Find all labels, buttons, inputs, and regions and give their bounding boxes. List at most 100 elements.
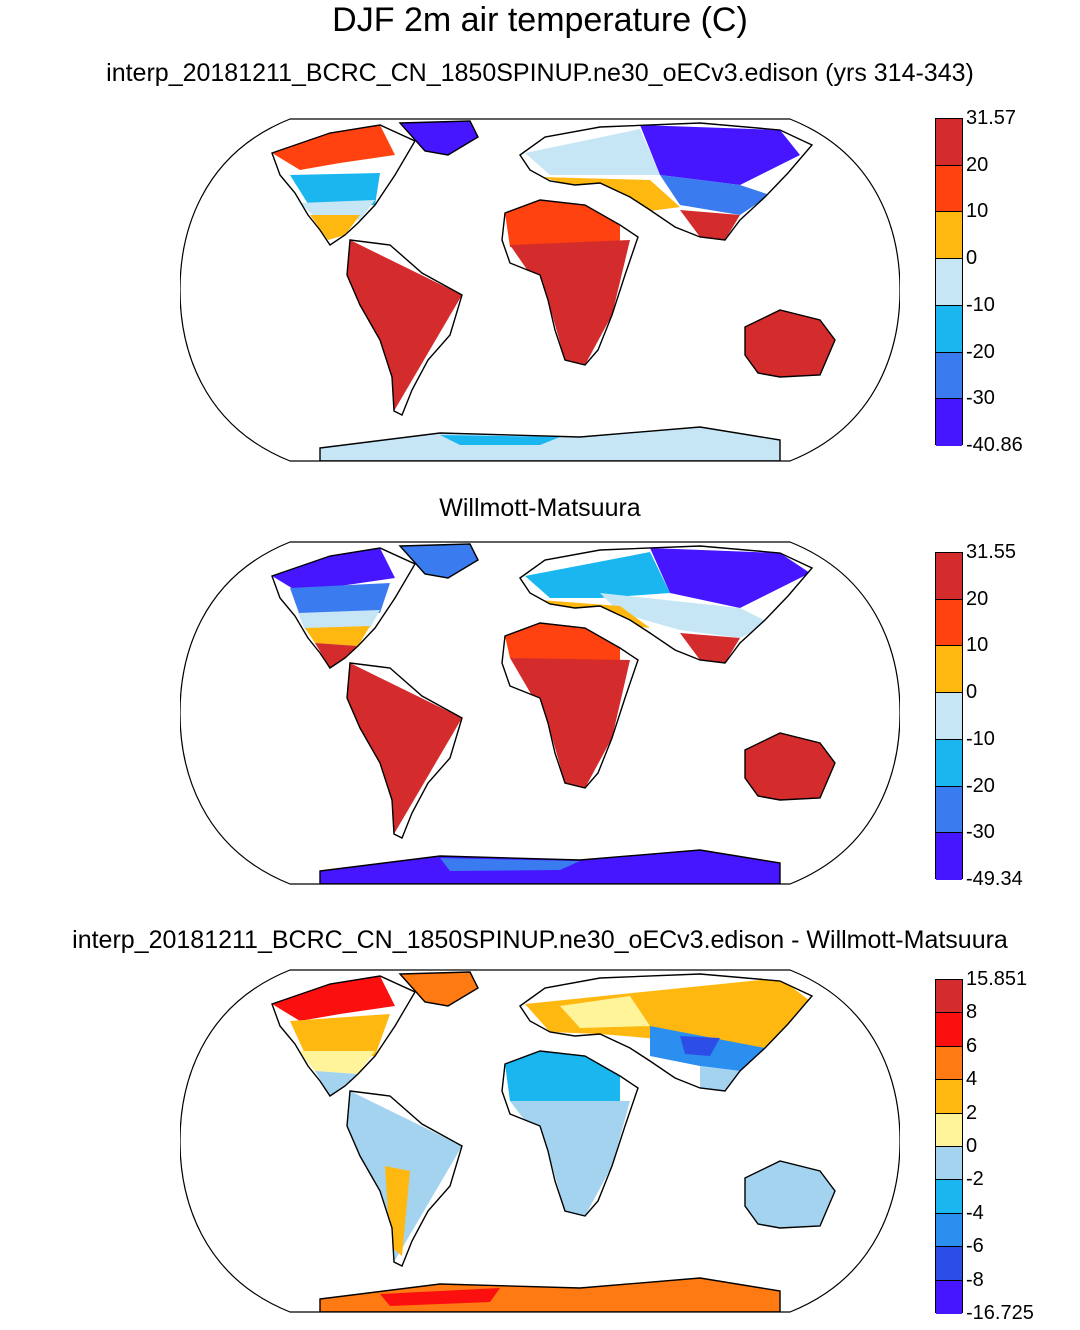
heatmap-cell <box>525 978 810 1048</box>
panel-1-colorbar <box>935 118 963 446</box>
colorbar-tick-label: 4 <box>966 1068 978 1091</box>
colorbar-tick-label: -8 <box>966 1268 984 1291</box>
heatmap-cell <box>298 1051 375 1074</box>
heatmap-cell <box>600 593 770 638</box>
colorbar-tick-label: -6 <box>966 1235 984 1258</box>
colorbar-tick-label: -10 <box>966 727 995 750</box>
colorbar-tick-label: 6 <box>966 1034 978 1057</box>
heatmap-cell <box>305 626 370 646</box>
colorbar-swatch <box>936 1213 962 1248</box>
heatmap-cell <box>660 175 770 215</box>
colorbar-tick-label: 31.55 <box>966 541 1017 563</box>
colorbar-swatch <box>936 599 962 647</box>
heatmap-cell <box>560 996 650 1028</box>
coastline-australia <box>744 732 836 801</box>
coastline-africa <box>501 1050 639 1217</box>
colorbar-tick-label: 10 <box>966 200 989 223</box>
heatmap-cell <box>505 623 620 663</box>
heatmap-cell <box>510 1101 630 1216</box>
heatmap-cell <box>298 610 380 630</box>
region-namerica <box>272 125 395 240</box>
colorbar-tick-label: 0 <box>966 1135 978 1157</box>
colorbar-swatch <box>936 693 962 740</box>
heatmap-cell <box>315 1071 358 1096</box>
heatmap-cell <box>640 125 800 185</box>
panel-2-title: Willmott-Matsuura <box>439 494 641 522</box>
colorbar-swatch <box>936 1280 962 1314</box>
panel-1-title: interp_20181211_BCRC_CN_1850SPINUP.ne30_… <box>106 59 974 87</box>
region-samerica <box>347 663 462 834</box>
region-africa <box>505 623 630 788</box>
heatmap-cell <box>440 435 560 445</box>
region-greenland <box>400 544 478 578</box>
heatmap-cell <box>272 125 395 170</box>
heatmap-cell <box>745 733 835 800</box>
region-namerica <box>272 976 395 1096</box>
page-title: DJF 2m air temperature (C) <box>332 1 748 39</box>
coastline-africa <box>501 199 639 366</box>
heatmap-cell <box>290 1014 390 1056</box>
colorbar-swatch <box>936 980 962 1014</box>
heatmap-cell <box>680 633 740 663</box>
coastline-samerica <box>346 662 463 839</box>
map-border <box>180 541 900 885</box>
heatmap-cell <box>347 240 462 411</box>
coastline-eurasia <box>519 122 814 241</box>
panel-3-title: interp_20181211_BCRC_CN_1850SPINUP.ne30_… <box>72 926 1008 954</box>
colorbar-tick-label: 20 <box>966 587 989 610</box>
heatmap-cell <box>272 976 395 1021</box>
heatmap-cell <box>380 1288 500 1306</box>
region-australia <box>745 1161 835 1228</box>
colorbar-swatch <box>936 553 962 600</box>
heatmap-cell <box>400 544 478 578</box>
heatmap-cell <box>525 552 670 598</box>
coastline-greenland <box>398 120 479 156</box>
colorbar-tick-label: 15.851 <box>966 968 1028 990</box>
colorbar-tick-label: 0 <box>966 681 978 704</box>
coastline-namerica <box>271 124 416 246</box>
heatmap-cell <box>745 1161 835 1228</box>
colorbar-tick-label: 10 <box>966 634 989 657</box>
heatmap-cell <box>315 643 358 668</box>
heatmap-cell <box>400 121 478 155</box>
coastline-australia <box>744 1160 836 1229</box>
colorbar-tick-label: 8 <box>966 1001 978 1024</box>
colorbar-swatch <box>936 1046 962 1081</box>
region-greenland <box>400 972 478 1006</box>
coastline-australia <box>744 309 836 378</box>
region-africa <box>505 200 630 365</box>
heatmap-cell <box>290 583 390 616</box>
map-border <box>180 118 900 462</box>
heatmap-cell <box>505 200 620 247</box>
colorbar-swatch <box>936 1113 962 1147</box>
colorbar-swatch <box>936 1247 962 1281</box>
coastline-eurasia <box>519 973 814 1092</box>
heatmap-cell <box>505 1051 620 1101</box>
heatmap-cell <box>510 658 630 788</box>
colorbar-tick-label: -10 <box>966 293 995 316</box>
colorbar-swatch <box>936 399 962 446</box>
heatmap-cell <box>525 129 660 175</box>
heatmap-cell <box>272 548 395 593</box>
region-namerica <box>272 548 395 668</box>
colorbar-swatch <box>936 786 962 834</box>
colorbar-tick-label: 0 <box>966 247 978 270</box>
coastline-greenland <box>398 971 479 1007</box>
coastline-namerica <box>271 547 416 669</box>
colorbar-tick-label: -2 <box>966 1168 984 1191</box>
panel-3-colorbar <box>935 979 963 1314</box>
heatmap-cell <box>510 240 630 365</box>
coastline-antarctica <box>319 1277 781 1312</box>
region-antarctica <box>320 1278 780 1312</box>
colorbar-swatch <box>936 1180 962 1214</box>
map-border <box>180 969 900 1313</box>
heatmap-cell <box>347 663 462 834</box>
region-greenland <box>400 121 478 155</box>
heatmap-cell <box>320 427 780 461</box>
panel-2-map <box>180 541 900 885</box>
heatmap-cell <box>680 1036 720 1056</box>
region-antarctica <box>320 427 780 461</box>
region-samerica <box>347 1091 462 1262</box>
coastline-samerica <box>346 1090 463 1267</box>
colorbar-swatch <box>936 1080 962 1114</box>
